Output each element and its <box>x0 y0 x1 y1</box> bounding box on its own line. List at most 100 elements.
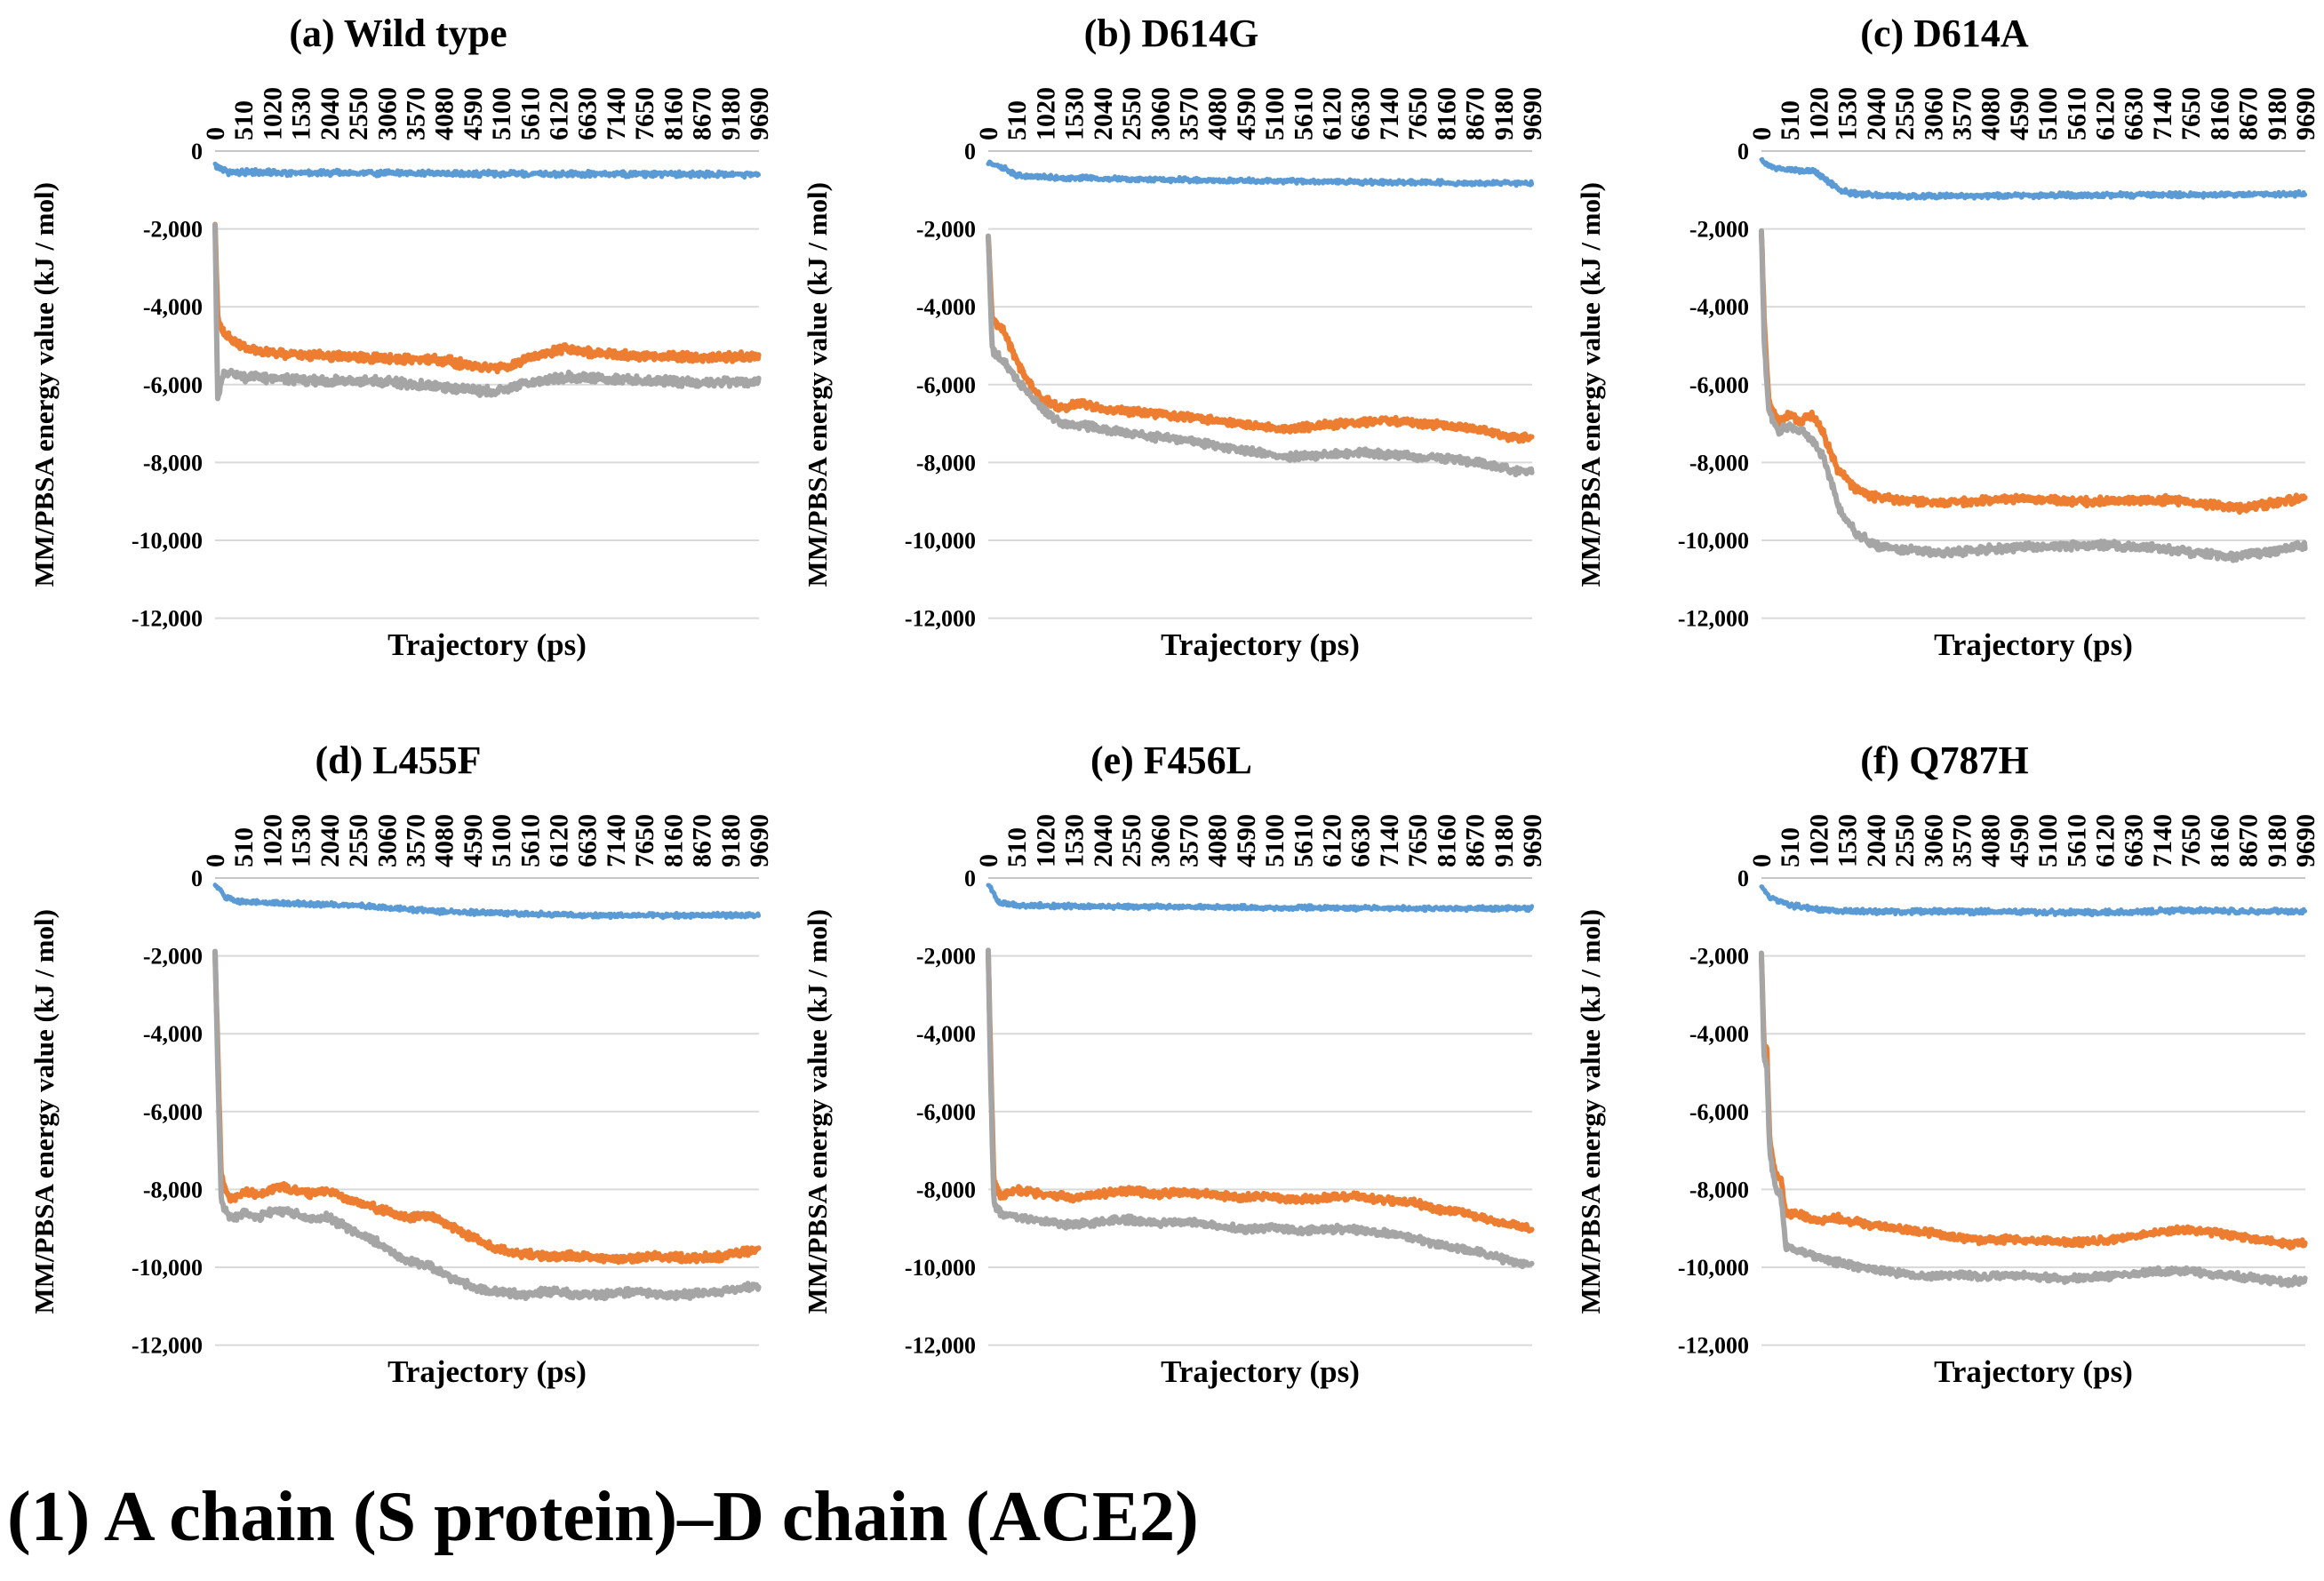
x-tick-label: 6630 <box>573 814 603 867</box>
x-tick-label: 9180 <box>716 814 746 867</box>
x-axis-title: Trajectory (ps) <box>1161 1354 1360 1389</box>
y-tick-label: 0 <box>1737 866 1749 891</box>
x-tick-label: 9180 <box>1489 814 1519 867</box>
x-tick-label: 3570 <box>1947 87 1977 140</box>
x-tick-label: 2040 <box>1089 87 1118 140</box>
y-tick-label: -2,000 <box>1689 944 1749 970</box>
x-tick-label: 6630 <box>2120 87 2149 140</box>
x-tick-label: 9690 <box>2291 87 2318 140</box>
x-tick-label: 2550 <box>1117 87 1146 140</box>
x-tick-label: 2550 <box>1890 87 1920 140</box>
x-tick-label: 5610 <box>515 87 545 140</box>
x-tick-label: 4590 <box>1232 87 1261 140</box>
y-tick-label: -4,000 <box>916 1021 976 1047</box>
y-tick-label: -6,000 <box>916 372 976 398</box>
x-tick-label: 9180 <box>716 87 746 140</box>
y-tick-label: -10,000 <box>905 1255 976 1281</box>
y-tick-label: -8,000 <box>916 450 976 475</box>
x-tick-label: 6120 <box>1318 87 1347 140</box>
x-tick-label: 9690 <box>745 87 771 140</box>
x-tick-label: 4590 <box>2005 814 2034 867</box>
x-tick-label: 8670 <box>688 87 717 140</box>
x-tick-label: 5100 <box>487 87 516 140</box>
y-axis-title: MM/PBSA energy value (kJ / mol) <box>802 182 833 587</box>
y-tick-label: -6,000 <box>143 1099 203 1125</box>
x-tick-label: 6120 <box>545 87 574 140</box>
y-tick-label: -12,000 <box>132 1333 203 1359</box>
series-line-blue <box>986 882 1535 914</box>
x-tick-label: 8160 <box>659 87 688 140</box>
series-line-orange <box>1759 955 2308 1251</box>
x-tick-label: 5610 <box>515 814 545 867</box>
x-tick-label: 4080 <box>1977 814 2006 867</box>
y-tick-label: 0 <box>964 866 976 891</box>
y-axis-title: MM/PBSA energy value (kJ / mol) <box>1575 182 1606 587</box>
series-line-orange <box>212 221 762 375</box>
x-tick-label: 7140 <box>2148 87 2177 140</box>
x-tick-label: 7650 <box>2176 814 2206 867</box>
x-tick-label: 6630 <box>2120 814 2149 867</box>
x-tick-label: 8670 <box>2234 814 2264 867</box>
x-tick-label: 5610 <box>2062 87 2091 140</box>
x-axis-title: Trajectory (ps) <box>1934 627 2133 662</box>
y-tick-label: -4,000 <box>143 1021 203 1047</box>
y-tick-label: -8,000 <box>143 450 203 475</box>
y-tick-label: -10,000 <box>905 528 976 554</box>
x-tick-label: 1020 <box>1031 87 1060 140</box>
panel-chart-d: (d) L455F 0 -2,000 -4,000 -6,000 -8,000 -10,00… <box>28 739 771 1389</box>
panel-title: (f) Q787H <box>1860 739 2028 782</box>
x-tick-label: 3570 <box>1174 87 1203 140</box>
series-line-blue <box>212 161 762 180</box>
x-tick-label: 2040 <box>1089 814 1118 867</box>
y-tick-label: -10,000 <box>1678 528 1749 554</box>
x-tick-label: 4080 <box>430 87 459 140</box>
y-axis-title: MM/PBSA energy value (kJ / mol) <box>28 909 60 1314</box>
x-tick-label: 4590 <box>1232 814 1261 867</box>
x-tick-label: 6630 <box>1346 87 1376 140</box>
x-tick-label: 0 <box>974 854 1003 867</box>
x-tick-label: 7140 <box>1375 87 1404 140</box>
x-tick-label: 6630 <box>1346 814 1376 867</box>
x-tick-label: 3570 <box>1174 814 1203 867</box>
x-tick-label: 3060 <box>1146 814 1175 867</box>
y-tick-label: -6,000 <box>916 1099 976 1125</box>
x-tick-label: 1020 <box>1804 87 1833 140</box>
y-tick-label: 0 <box>1737 139 1749 164</box>
x-tick-label: 7650 <box>630 87 659 140</box>
x-axis-title: Trajectory (ps) <box>387 1354 587 1389</box>
x-tick-label: 8160 <box>1432 87 1461 140</box>
y-tick-label: -8,000 <box>916 1177 976 1202</box>
y-tick-label: -4,000 <box>1689 1021 1749 1047</box>
x-tick-label: 9180 <box>1489 87 1519 140</box>
x-tick-label: 510 <box>229 100 259 140</box>
y-tick-label: -12,000 <box>905 606 976 632</box>
series-line-blue <box>1759 156 2308 201</box>
y-axis-title: MM/PBSA energy value (kJ / mol) <box>802 909 833 1314</box>
series-line-gray <box>986 947 1535 1270</box>
y-tick-label: -12,000 <box>132 606 203 632</box>
x-tick-label: 4590 <box>459 87 488 140</box>
x-tick-label: 7140 <box>602 87 631 140</box>
x-tick-label: 3570 <box>1947 814 1977 867</box>
x-tick-label: 2040 <box>1862 87 1891 140</box>
y-tick-label: -8,000 <box>1689 1177 1749 1202</box>
x-tick-label: 1530 <box>287 87 316 140</box>
x-tick-label: 4080 <box>430 814 459 867</box>
x-tick-label: 2040 <box>315 814 345 867</box>
x-tick-label: 7650 <box>1403 814 1433 867</box>
x-tick-label: 2550 <box>344 814 373 867</box>
x-tick-label: 510 <box>1002 100 1032 140</box>
panel-chart-a: (a) Wild type 0 -2,000 -4,000 -6,000 -8,000 -1… <box>28 12 771 662</box>
y-tick-label: -8,000 <box>1689 450 1749 475</box>
series-line-orange <box>986 952 1535 1234</box>
panel-chart-b: (b) D614G 0 -2,000 -4,000 -6,000 -8,000 -10,00… <box>802 12 1545 662</box>
x-tick-label: 8160 <box>2205 814 2234 867</box>
x-tick-label: 5100 <box>1260 814 1290 867</box>
x-tick-label: 5100 <box>1260 87 1290 140</box>
x-tick-label: 3060 <box>372 87 402 140</box>
y-tick-label: 0 <box>191 139 203 164</box>
y-tick-label: 0 <box>191 866 203 891</box>
x-tick-label: 6630 <box>573 87 603 140</box>
x-tick-label: 2040 <box>1862 814 1891 867</box>
x-tick-label: 5610 <box>1289 814 1318 867</box>
